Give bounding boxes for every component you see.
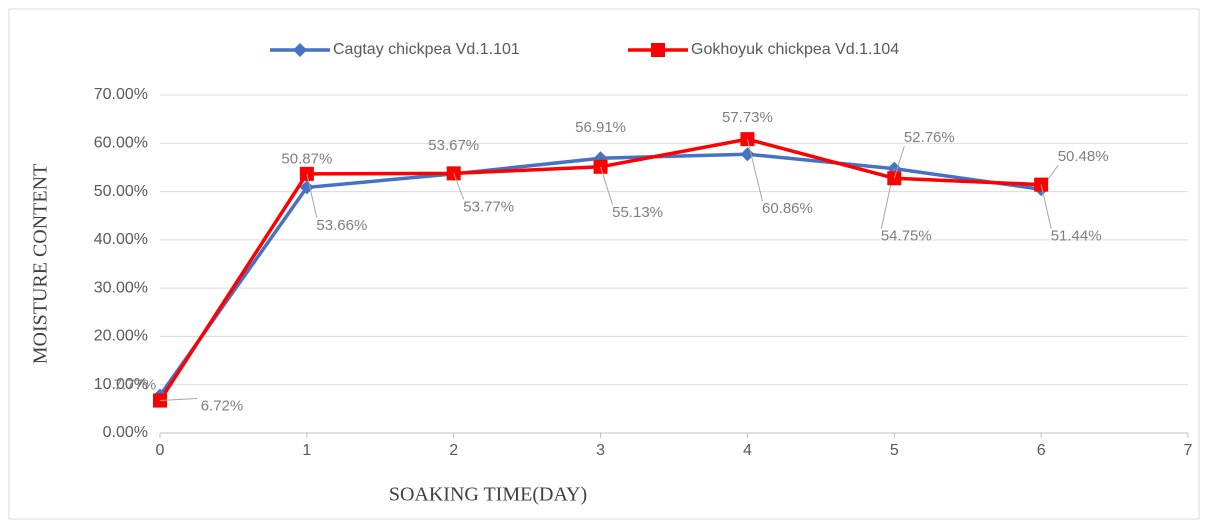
x-tick-label: 4 [743,442,752,459]
data-label: 56.91% [575,119,626,136]
y-tick-label: 20.00% [94,328,148,345]
y-axis-title: MOISTURE CONTENT [30,164,52,365]
y-tick-label: 40.00% [94,231,148,248]
legend-label: Cagtay chickpea Vd.1.101 [333,41,520,58]
data-label: 6.72% [201,398,244,415]
data-label: 54.75% [881,228,932,245]
y-tick-label: 70.00% [94,86,148,103]
legend-marker [651,43,665,57]
x-tick-label: 0 [156,442,165,459]
y-tick-label: 30.00% [94,279,148,296]
x-axis-title: SOAKING TIME(DAY) [389,484,587,506]
marker [740,147,755,162]
leader-line [453,173,465,200]
y-tick-label: 10.00% [94,376,148,393]
leader-line [159,398,198,402]
leader-line [893,146,905,179]
x-tick-label: 1 [302,442,311,459]
data-label: 53.77% [463,198,514,215]
data-label: 53.66% [316,217,367,234]
data-label: 53.67% [428,137,479,154]
y-tick-label: 0.00% [103,424,148,441]
x-tick-label: 2 [449,442,458,459]
y-tick-label: 60.00% [94,135,148,152]
data-label: 57.73% [722,109,773,126]
leader-line [306,173,318,219]
leader-line [600,166,614,205]
legend-marker [293,43,307,57]
x-tick-label: 7 [1184,442,1193,459]
data-label: 51.44% [1051,228,1102,245]
data-label: 50.48% [1058,148,1109,165]
x-tick-label: 3 [596,442,605,459]
leader-line [746,139,763,202]
leader-line [1040,184,1052,229]
data-label: 55.13% [612,204,663,221]
data-label: 50.87% [281,150,332,167]
y-tick-label: 50.00% [94,183,148,200]
x-tick-label: 6 [1037,442,1046,459]
data-label: 7.77% [114,376,157,393]
legend-label: Gokhoyuk chickpea Vd.1.104 [691,41,899,58]
data-label: 60.86% [762,200,813,217]
x-tick-label: 5 [890,442,899,459]
data-label: 52.76% [904,129,955,146]
chart-border [8,8,1200,520]
